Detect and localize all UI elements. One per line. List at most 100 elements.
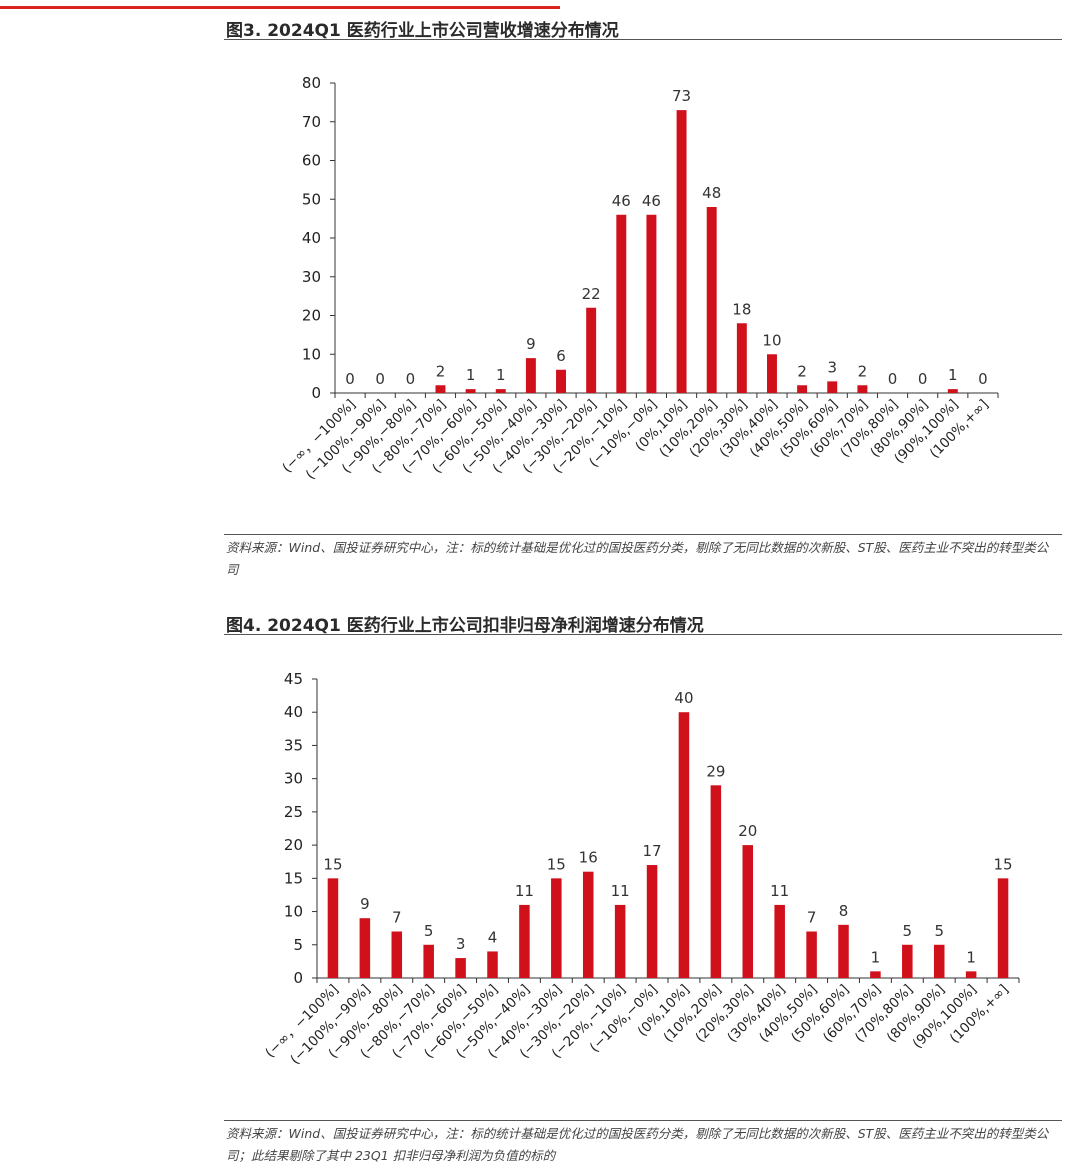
fig4-y-tick-label: 5 (293, 936, 303, 954)
fig4-bar (614, 904, 626, 978)
fig4-data-label: 11 (770, 882, 789, 900)
figure-4-source-rule (224, 1120, 1062, 1121)
fig4-bar (965, 971, 977, 978)
fig3-bar (857, 385, 868, 393)
fig4-data-label: 9 (360, 895, 370, 913)
fig4-data-label: 15 (993, 855, 1012, 873)
fig4-data-label: 15 (547, 855, 566, 873)
fig4-bar (423, 944, 434, 978)
fig3-data-label: 0 (918, 370, 928, 388)
fig3-y-tick-label: 60 (302, 152, 321, 170)
top-accent-bar (0, 6, 560, 9)
fig4-bar (359, 918, 371, 978)
figure-3-source-rule (224, 534, 1062, 535)
fig3-bar (646, 214, 657, 393)
fig4-bar (838, 924, 849, 978)
fig3-data-label: 6 (556, 347, 566, 365)
fig3-data-label: 2 (797, 362, 807, 380)
fig4-bar (582, 871, 594, 978)
fig4-bar (997, 878, 1009, 978)
fig3-bar (736, 323, 747, 393)
fig4-data-label: 7 (392, 908, 402, 926)
figure-4-title-rule (224, 634, 1062, 635)
fig3-bar (525, 358, 536, 393)
fig4-data-label: 17 (642, 842, 661, 860)
figure-3-source-note: 资料来源：Wind、国投证券研究中心，注：标的统计基础是优化过的国投医药分类，剔… (226, 540, 1049, 577)
figure-3-title: 图3. 2024Q1 医药行业上市公司营收增速分布情况 (226, 21, 619, 41)
fig4-bar (774, 904, 785, 978)
fig4-bar (933, 944, 945, 978)
fig4-bar (710, 785, 722, 978)
fig3-bar (947, 389, 958, 393)
figure-3-chart: 010203040506070800(−∞，−100%]0(−100%,−90%… (279, 74, 999, 483)
fig3-bar (556, 369, 566, 393)
fig3-data-label: 0 (375, 370, 385, 388)
fig3-data-label: 1 (496, 366, 506, 384)
fig3-y-tick-label: 40 (302, 229, 321, 247)
fig4-data-label: 1 (966, 948, 976, 966)
fig4-data-label: 5 (934, 922, 944, 940)
fig4-bar (902, 944, 913, 978)
figure-4-title: 图4. 2024Q1 医药行业上市公司扣非归母净利润增速分布情况 (226, 616, 704, 636)
fig3-y-tick-label: 0 (311, 384, 321, 402)
fig4-bar (519, 904, 530, 978)
figure-3-title-rule (224, 39, 1062, 40)
fig3-y-tick-label: 10 (302, 345, 321, 363)
fig4-y-tick-label: 20 (284, 836, 303, 854)
fig3-data-label: 0 (978, 370, 988, 388)
fig3-y-tick-label: 50 (302, 190, 321, 208)
fig4-data-label: 11 (515, 882, 534, 900)
fig3-bar (616, 214, 627, 393)
fig3-data-label: 1 (466, 366, 476, 384)
fig4-bar (327, 878, 339, 978)
fig4-bar (646, 865, 658, 978)
fig3-data-label: 3 (827, 358, 837, 376)
fig4-y-tick-label: 10 (284, 903, 303, 921)
fig3-bar (435, 385, 446, 393)
figure-4-source-note: 资料来源：Wind、国投证券研究中心，注：标的统计基础是优化过的国投医药分类，剔… (226, 1126, 1049, 1163)
fig3-bar (495, 389, 506, 393)
fig4-y-tick-label: 35 (284, 736, 303, 754)
fig4-data-label: 16 (579, 849, 598, 867)
fig3-data-label: 0 (345, 370, 355, 388)
fig3-data-label: 1 (948, 366, 958, 384)
fig3-data-label: 10 (762, 331, 781, 349)
fig3-y-tick-label: 80 (302, 74, 321, 92)
fig3-data-label: 46 (612, 192, 631, 210)
fig4-y-tick-label: 15 (284, 869, 303, 887)
fig3-bar (676, 110, 687, 393)
fig4-bar (806, 931, 817, 978)
fig3-y-tick-label: 30 (302, 268, 321, 286)
fig4-data-label: 5 (424, 922, 434, 940)
fig4-bar (551, 878, 562, 978)
fig3-data-label: 73 (672, 87, 691, 105)
fig3-bar (706, 207, 717, 393)
fig4-bar (742, 845, 754, 978)
fig4-y-tick-label: 30 (284, 770, 303, 788)
fig4-bar (455, 958, 466, 978)
fig4-data-label: 3 (456, 935, 466, 953)
fig4-y-tick-label: 0 (293, 969, 303, 987)
fig4-data-label: 15 (323, 855, 342, 873)
fig4-data-label: 29 (706, 762, 725, 780)
fig3-data-label: 2 (858, 362, 868, 380)
fig4-data-label: 1 (871, 948, 881, 966)
figure-4-chart: 05101520253035404515(−∞，−100%]9(−100%,−9… (262, 670, 1020, 1068)
fig3-y-tick-label: 20 (302, 307, 321, 325)
fig4-data-label: 4 (488, 928, 498, 946)
fig4-bar (487, 951, 498, 978)
fig3-y-tick-label: 70 (302, 113, 321, 131)
fig3-data-label: 9 (526, 335, 536, 353)
fig4-data-label: 8 (839, 902, 849, 920)
fig4-y-tick-label: 40 (284, 703, 303, 721)
fig3-data-label: 48 (702, 184, 721, 202)
fig4-data-label: 11 (611, 882, 630, 900)
fig4-data-label: 7 (807, 908, 817, 926)
fig3-data-label: 2 (436, 362, 446, 380)
fig3-data-label: 22 (582, 285, 601, 303)
fig3-data-label: 0 (406, 370, 416, 388)
fig4-data-label: 40 (674, 689, 693, 707)
fig4-bar (391, 931, 403, 978)
fig3-data-label: 46 (642, 192, 661, 210)
fig3-bar (827, 381, 838, 393)
